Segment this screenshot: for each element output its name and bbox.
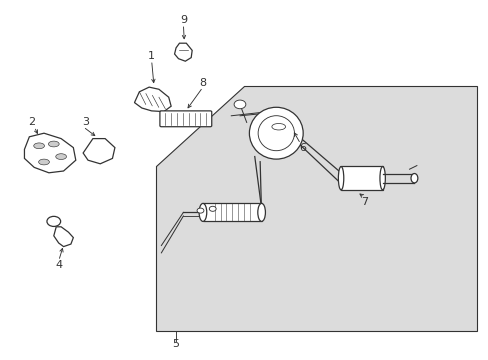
Polygon shape xyxy=(156,86,476,331)
FancyBboxPatch shape xyxy=(160,111,211,127)
Ellipse shape xyxy=(258,116,294,151)
Ellipse shape xyxy=(249,107,303,159)
Polygon shape xyxy=(134,87,171,112)
Text: 4: 4 xyxy=(55,260,62,270)
Circle shape xyxy=(209,206,216,211)
Text: 3: 3 xyxy=(82,117,89,127)
Ellipse shape xyxy=(257,203,265,221)
Ellipse shape xyxy=(56,154,66,159)
Ellipse shape xyxy=(47,216,61,226)
Ellipse shape xyxy=(379,166,385,190)
Ellipse shape xyxy=(48,141,59,147)
Text: 5: 5 xyxy=(172,339,179,349)
Polygon shape xyxy=(83,139,115,164)
Ellipse shape xyxy=(338,166,343,190)
Ellipse shape xyxy=(271,123,285,130)
Bar xyxy=(341,166,382,190)
Ellipse shape xyxy=(39,159,49,165)
Circle shape xyxy=(197,208,203,213)
Ellipse shape xyxy=(410,174,417,183)
Ellipse shape xyxy=(199,203,206,221)
Text: 9: 9 xyxy=(180,15,186,25)
Polygon shape xyxy=(174,43,192,61)
Ellipse shape xyxy=(34,143,44,149)
Bar xyxy=(203,203,261,221)
Text: 8: 8 xyxy=(199,78,206,88)
Text: 7: 7 xyxy=(360,197,367,207)
Polygon shape xyxy=(54,227,73,247)
Text: 1: 1 xyxy=(148,51,155,61)
Circle shape xyxy=(234,100,245,109)
Text: 2: 2 xyxy=(28,117,35,127)
Polygon shape xyxy=(24,133,76,173)
Text: 6: 6 xyxy=(299,143,306,153)
